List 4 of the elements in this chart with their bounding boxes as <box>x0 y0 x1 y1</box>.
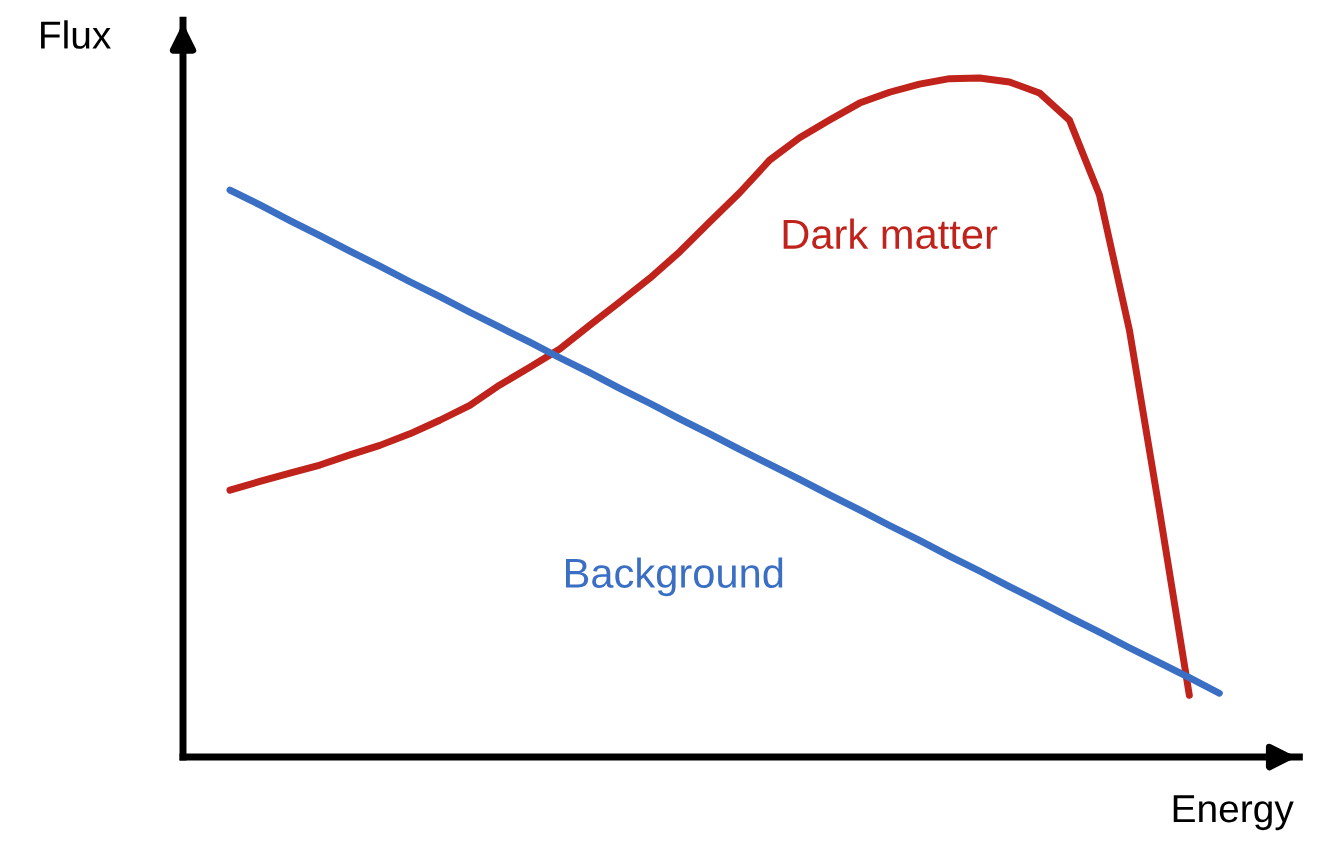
series-label: Background <box>565 557 783 597</box>
x-axis-title: Energy <box>1173 795 1294 831</box>
y-axis-title: Flux <box>41 20 111 49</box>
series-label: Dark matter <box>783 218 998 250</box>
